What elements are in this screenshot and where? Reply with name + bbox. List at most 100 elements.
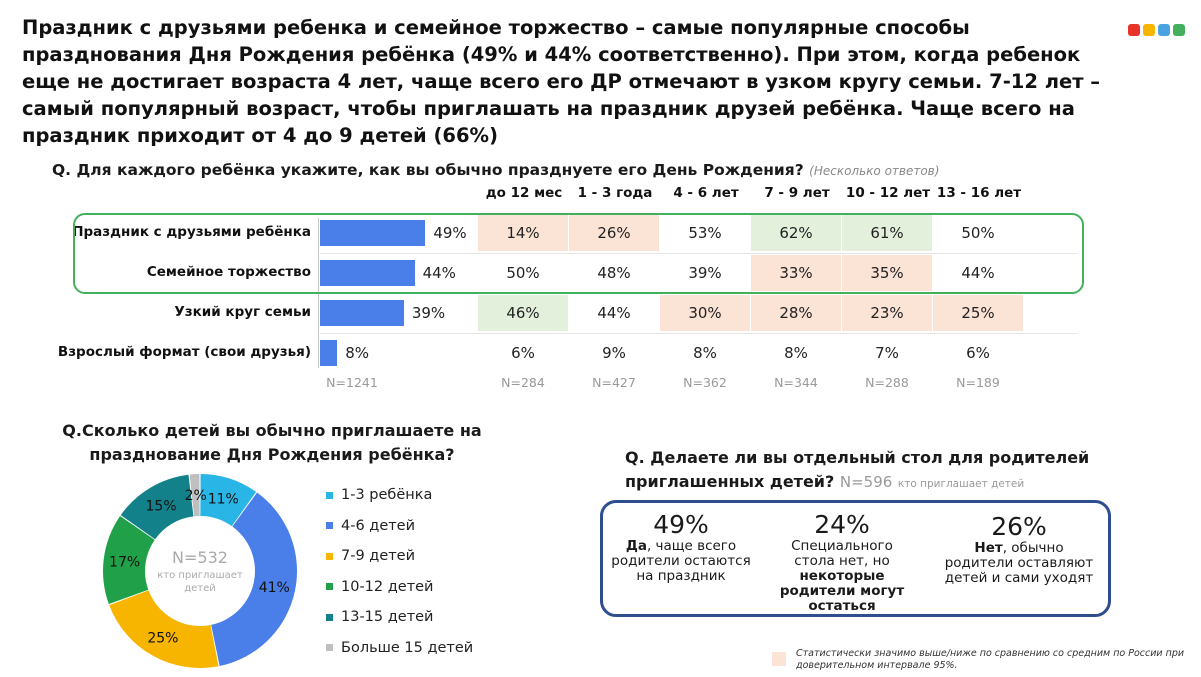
donut-slice-label: 11% [208,492,239,508]
bar [320,220,426,246]
age-cell: 28% [751,295,841,331]
age-n-label: N=288 [865,375,909,390]
question-celebration-text: Q. Для каждого ребёнка укажите, как вы о… [52,161,804,179]
question-parents-table-n: N=596 [839,473,893,491]
age-cell: 48% [597,264,631,282]
row-label: Узкий круг семьи [174,304,311,320]
donut-center-n: N=532 [172,548,228,567]
age-column-header: 4 - 6 лет [673,185,739,201]
stat-no-bold: Нет [974,540,1003,556]
bar [320,260,415,286]
kids-count-donut-chart: 11% 41% 25% 17% 15% 2% N=532 кто приглашает д… [102,474,297,668]
age-cell: 26% [569,215,659,251]
stat-yes: 49% Да, чаще всего родители остаются на … [611,511,751,584]
row-label: Взрослый формат (свои друзья) [57,344,311,360]
legend-swatch [326,491,333,499]
age-column-header: 1 - 3 года [577,185,653,201]
question-parents-table: Q. Делаете ли вы отдельный стол для роди… [625,446,1095,496]
donut-slice-label: 15% [146,499,177,515]
age-cell: 50% [961,224,995,242]
stat-no: 26% Нет, обычно родители оставляют детей… [943,513,1095,586]
age-n-label: N=284 [501,375,545,390]
donut-slice-label: 2% [185,488,207,504]
legend-label: Больше 15 детей [341,639,474,656]
legend-label: 10-12 детей [341,578,434,595]
donut-slice-label: 17% [109,554,140,570]
age-cell: 8% [784,344,808,362]
question-parents-table-text: Q. Делаете ли вы отдельный стол для роди… [625,448,1090,491]
age-cell: 44% [961,264,995,282]
age-cell: 44% [597,304,631,322]
age-cell: 62% [751,215,841,251]
question-parents-table-n-note: кто приглашает детей [897,478,1025,490]
row-separator [320,333,1077,334]
legend-label: 7-9 детей [341,548,416,565]
logo-square-blue [1158,24,1170,36]
legend-item: 13-15 детей [326,602,473,633]
legend-item: 10-12 детей [326,572,473,603]
age-n-label: N=427 [592,375,636,390]
legend-swatch [326,552,333,560]
age-n-label: N=362 [683,375,727,390]
stat-no-rest: , обычно родители оставляют детей и сами… [944,540,1094,586]
age-cell: 25% [933,295,1023,331]
question-celebration: Q. Для каждого ребёнка укажите, как вы о… [52,161,939,179]
age-cell: 9% [602,344,626,362]
stat-some-bold: некоторые родители могут остаться [779,568,905,614]
bar-value-label: 8% [345,344,369,362]
stat-yes-rest: , чаще всего родители остаются на праздн… [611,538,751,584]
logo-square-red [1128,24,1140,36]
bar [320,300,404,326]
legend-swatch [326,583,333,591]
logo-square-green [1173,24,1185,36]
age-cell: 8% [693,344,717,362]
age-column-header: 10 - 12 лет [845,185,931,201]
row-label: Праздник с друзьями ребёнка [72,224,311,240]
legend-label: 4-6 детей [341,517,416,534]
question-celebration-note: (Несколько ответов) [809,164,940,178]
donut-slice [211,492,297,666]
legend-label: 13-15 детей [341,609,434,626]
age-column-header: 13 - 16 лет [936,185,1022,201]
bar-value-label: 39% [411,304,446,322]
question-kids-count: Q.Сколько детей вы обычно приглашаете на… [62,421,482,464]
bar [320,340,338,366]
stat-some: 24% Специального стола нет, но некоторые… [776,511,908,614]
stat-yes-text: Да, чаще всего родители остаются на праз… [611,539,751,584]
kids-count-legend: 1-3 ребёнка 4-6 детей 7-9 детей 10-12 детей… [326,480,473,663]
row-separator [320,293,1077,294]
logo-square-yellow [1143,24,1155,36]
headline: Праздник с друзьями ребенка и семейное т… [22,16,1101,147]
donut-slice [102,516,155,605]
stat-yes-bold: Да [625,538,647,554]
donut-slice [109,590,219,668]
donut-center-note: кто приглашает детей [157,570,243,594]
stat-no-pct: 26% [991,512,1047,541]
logo [1128,21,1188,40]
age-cell: 6% [511,344,535,362]
legend-item: 7-9 детей [326,541,473,572]
legend-item: Больше 15 детей [326,633,473,664]
legend-label: 1-3 ребёнка [341,487,433,504]
footnote: Статистически значимо выше/ниже по сравн… [772,648,1201,671]
stat-some-text: Специального стола нет, но некоторые род… [776,539,908,614]
age-cell: 50% [506,264,540,282]
donut-slice [189,474,200,517]
age-column-header: до 12 мес [485,185,563,201]
age-cell: 46% [478,295,568,331]
legend-swatch [326,613,333,621]
footnote-text: Статистически значимо выше/ниже по сравн… [796,648,1185,671]
age-column-header: 7 - 9 лет [764,185,830,201]
age-cell: 39% [688,264,722,282]
age-cell: 6% [966,344,990,362]
parents-table-stats-box: 49% Да, чаще всего родители остаются на … [600,500,1111,617]
legend-swatch [326,644,333,652]
legend-item: 4-6 детей [326,511,473,542]
stat-yes-pct: 49% [653,510,709,539]
donut-slice-label: 41% [259,580,290,596]
legend-item: 1-3 ребёнка [326,480,473,511]
donut-slice [120,474,194,540]
age-cell: 35% [842,255,932,291]
stat-no-text: Нет, обычно родители оставляют детей и с… [943,541,1095,586]
bar-value-label: 44% [422,264,456,282]
